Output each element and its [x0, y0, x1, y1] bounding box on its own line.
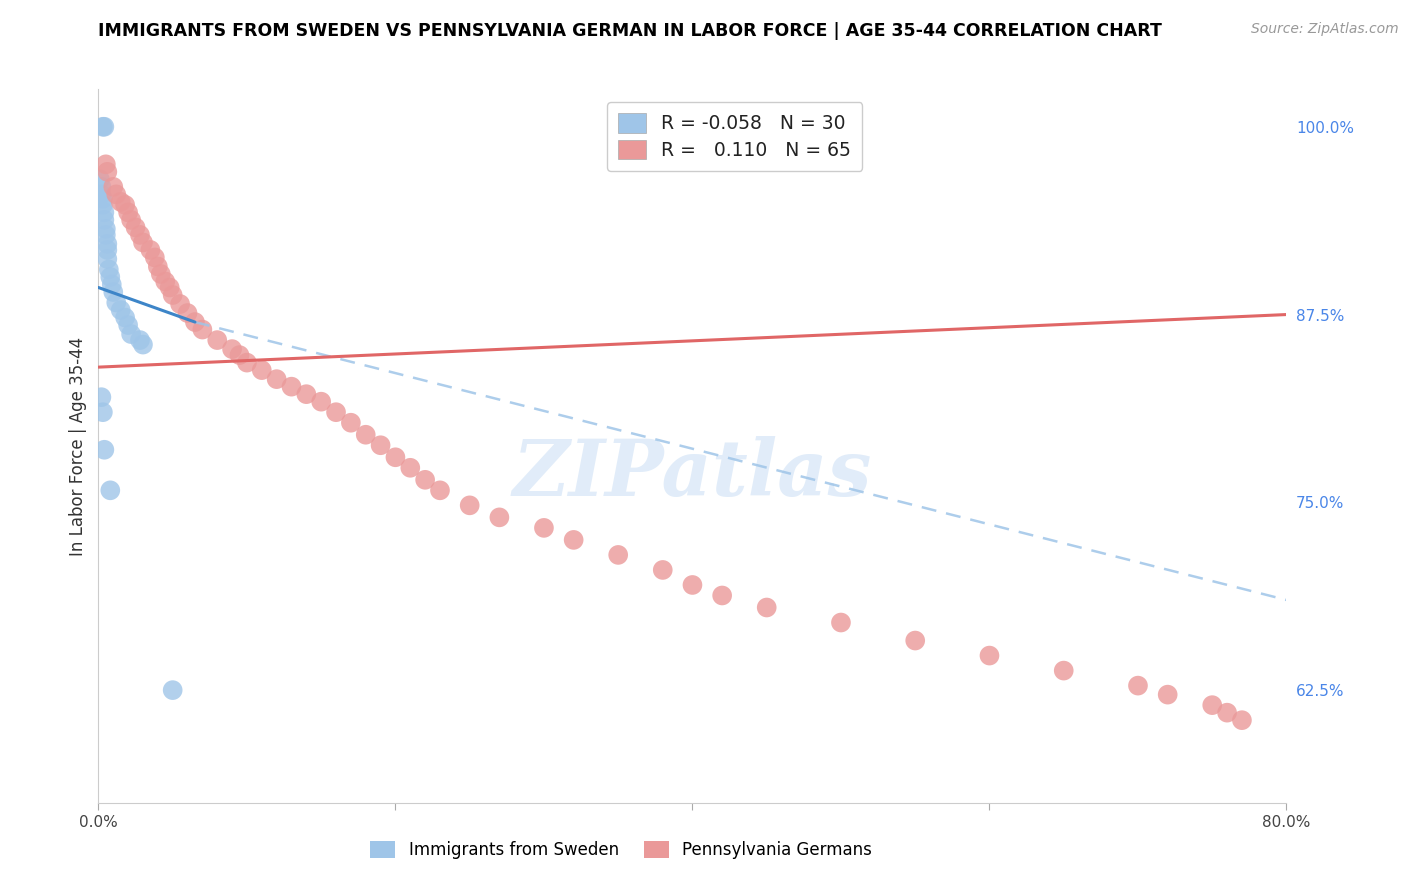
Point [830, 615, 852, 630]
Point [755, 600, 778, 615]
Point [399, 460, 422, 475]
Point [266, 372, 288, 386]
Point [169, 297, 191, 311]
Point [129, 227, 152, 242]
Point [110, 194, 132, 209]
Point [96, 236, 118, 251]
Point [120, 213, 142, 227]
Point [117, 205, 139, 219]
Point [340, 416, 363, 430]
Point [91, 198, 114, 212]
Point [124, 220, 146, 235]
Point [91, 405, 114, 419]
Point [117, 318, 139, 332]
Point [1053, 664, 1076, 678]
Point [98, 483, 121, 498]
Text: Source: ZipAtlas.com: Source: ZipAtlas.com [1251, 22, 1399, 37]
Point [413, 473, 436, 487]
Point [325, 405, 347, 419]
Point [162, 288, 184, 302]
Text: IMMIGRANTS FROM SWEDEN VS PENNSYLVANIA GERMAN IN LABOR FORCE | AGE 35-44 CORRELA: IMMIGRANTS FROM SWEDEN VS PENNSYLVANIA G… [98, 22, 1163, 40]
Point [91, 192, 114, 206]
Point [132, 235, 155, 250]
Point [607, 548, 630, 562]
Point [250, 363, 273, 377]
Point [1156, 688, 1178, 702]
Point [96, 165, 118, 179]
Point [93, 205, 115, 219]
Point [429, 483, 451, 498]
Point [682, 578, 704, 592]
Text: ZIPatlas: ZIPatlas [513, 436, 872, 513]
Point [93, 442, 115, 457]
Point [159, 280, 181, 294]
Point [295, 387, 318, 401]
Point [280, 379, 302, 393]
Point [98, 270, 121, 285]
Point [129, 333, 152, 347]
Point [96, 252, 118, 266]
Point [114, 310, 136, 325]
Point [155, 275, 177, 289]
Point [110, 303, 132, 318]
Point [91, 120, 114, 134]
Legend: Immigrants from Sweden, Pennsylvania Germans: Immigrants from Sweden, Pennsylvania Ger… [364, 834, 879, 866]
Point [562, 533, 585, 547]
Point [1230, 713, 1253, 727]
Point [105, 295, 128, 310]
Point [94, 222, 117, 236]
Point [162, 683, 184, 698]
Point [101, 277, 124, 292]
Point [176, 306, 198, 320]
Point [533, 521, 555, 535]
Point [90, 390, 112, 404]
Point [1216, 706, 1239, 720]
Point [93, 120, 115, 134]
Point [228, 348, 250, 362]
Point [1126, 679, 1149, 693]
Y-axis label: In Labor Force | Age 35-44: In Labor Force | Age 35-44 [69, 336, 87, 556]
Point [221, 342, 243, 356]
Point [370, 438, 392, 452]
Point [458, 499, 481, 513]
Point [904, 633, 927, 648]
Point [96, 243, 118, 257]
Point [139, 243, 162, 257]
Point [651, 563, 673, 577]
Point [184, 315, 207, 329]
Point [90, 179, 112, 194]
Point [711, 589, 734, 603]
Point [105, 187, 128, 202]
Point [207, 333, 229, 347]
Point [191, 322, 214, 336]
Point [309, 394, 332, 409]
Point [94, 157, 117, 171]
Point [149, 267, 172, 281]
Point [93, 213, 115, 227]
Point [236, 356, 259, 370]
Point [114, 198, 136, 212]
Point [146, 260, 169, 274]
Point [354, 427, 377, 442]
Point [1201, 698, 1223, 713]
Point [488, 510, 510, 524]
Point [90, 187, 112, 202]
Point [120, 327, 142, 342]
Point [979, 648, 1001, 663]
Point [103, 285, 125, 299]
Point [89, 172, 111, 186]
Point [97, 262, 120, 277]
Point [103, 179, 125, 194]
Point [94, 227, 117, 242]
Point [143, 251, 166, 265]
Point [384, 450, 406, 465]
Point [132, 337, 155, 351]
